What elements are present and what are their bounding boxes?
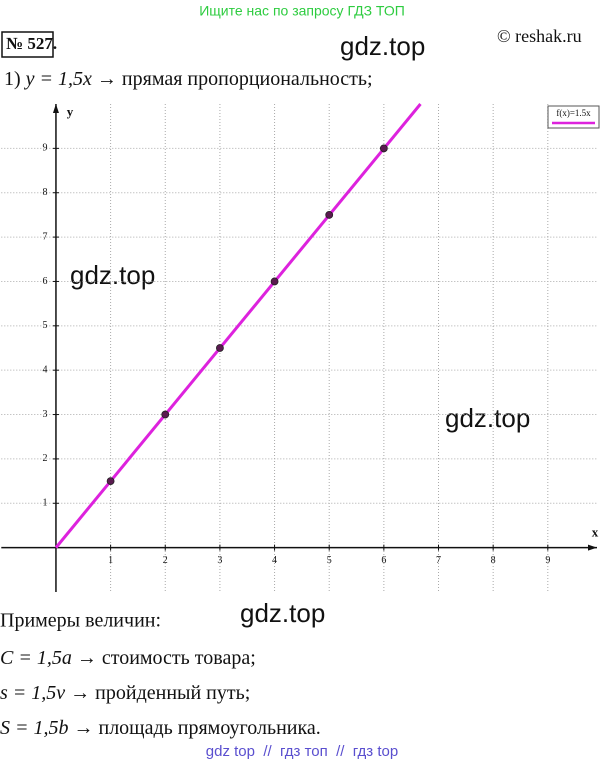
watermark: gdz.top <box>70 260 155 290</box>
x-tick-label: 7 <box>436 555 441 566</box>
watermark: gdz.top <box>445 403 530 433</box>
x-axis-arrow <box>588 544 597 551</box>
y-tick-label: 6 <box>42 276 47 287</box>
formula: s = 1,5v <box>0 682 65 704</box>
y-axis-label: y <box>67 104 74 119</box>
problem-line: 1) y = 1,5x → прямая пропорциональность; <box>4 68 373 90</box>
watermark: gdz.top <box>340 31 425 61</box>
x-tick-label: 2 <box>163 555 168 566</box>
footer: gdz top // гдз топ // гдз top <box>206 743 398 760</box>
x-tick-label: 3 <box>217 555 222 566</box>
problem-number: № 527. <box>6 34 57 53</box>
data-point <box>216 344 224 352</box>
statement: → стоимость товара; <box>77 647 256 669</box>
x-axis-label: x <box>592 525 599 540</box>
y-tick-label: 4 <box>42 364 47 375</box>
examples-title: Примеры величин: <box>0 610 161 632</box>
x-tick-label: 5 <box>327 555 332 566</box>
formula: S = 1,5b <box>0 717 69 739</box>
data-point <box>325 211 334 219</box>
y-tick-label: 9 <box>42 143 47 154</box>
statement: → прямая пропорциональность; <box>97 68 373 90</box>
data-point <box>270 277 279 286</box>
statement: → пройденный путь; <box>70 682 250 704</box>
y-tick-label: 3 <box>42 409 47 420</box>
formula: y = 1,5x <box>24 68 92 90</box>
formula: C = 1,5a <box>0 647 72 669</box>
legend-label: f(x)=1.5x <box>556 108 591 118</box>
example: C = 1,5a → стоимость товара; <box>0 647 256 669</box>
x-tick-label: 6 <box>381 555 386 566</box>
data-point <box>161 410 170 419</box>
copyright: © reshak.ru <box>497 26 582 46</box>
data-point <box>106 477 115 485</box>
x-tick-label: 1 <box>108 555 113 566</box>
watermark: gdz.top <box>240 598 325 628</box>
data-point <box>379 144 388 153</box>
example: s = 1,5v → пройденный путь; <box>0 682 250 704</box>
y-tick-label: 8 <box>42 187 47 198</box>
number-box <box>1 31 54 58</box>
y-tick-label: 5 <box>42 320 47 331</box>
x-tick-label: 4 <box>272 555 277 566</box>
y-tick-label: 1 <box>42 498 47 509</box>
line <box>54 103 422 549</box>
y-tick-label: 2 <box>42 453 47 464</box>
x-tick-label: 8 <box>491 555 496 566</box>
chart: 1 2 3 4 5 6 7 8 9 1 2 3 4 5 6 7 8 9 x y f(x)=1.5x <box>1 103 600 592</box>
item: 1) <box>4 68 21 90</box>
x-tick-label: 9 <box>545 555 550 566</box>
example: S = 1,5b → площадь прямоугольника. <box>0 717 321 739</box>
y-axis-arrow <box>52 104 59 113</box>
statement: → площадь прямоугольника. <box>74 717 321 739</box>
banner: Ищите нас по запросу ГДЗ ТОП <box>199 3 405 19</box>
y-tick-label: 7 <box>42 231 47 242</box>
